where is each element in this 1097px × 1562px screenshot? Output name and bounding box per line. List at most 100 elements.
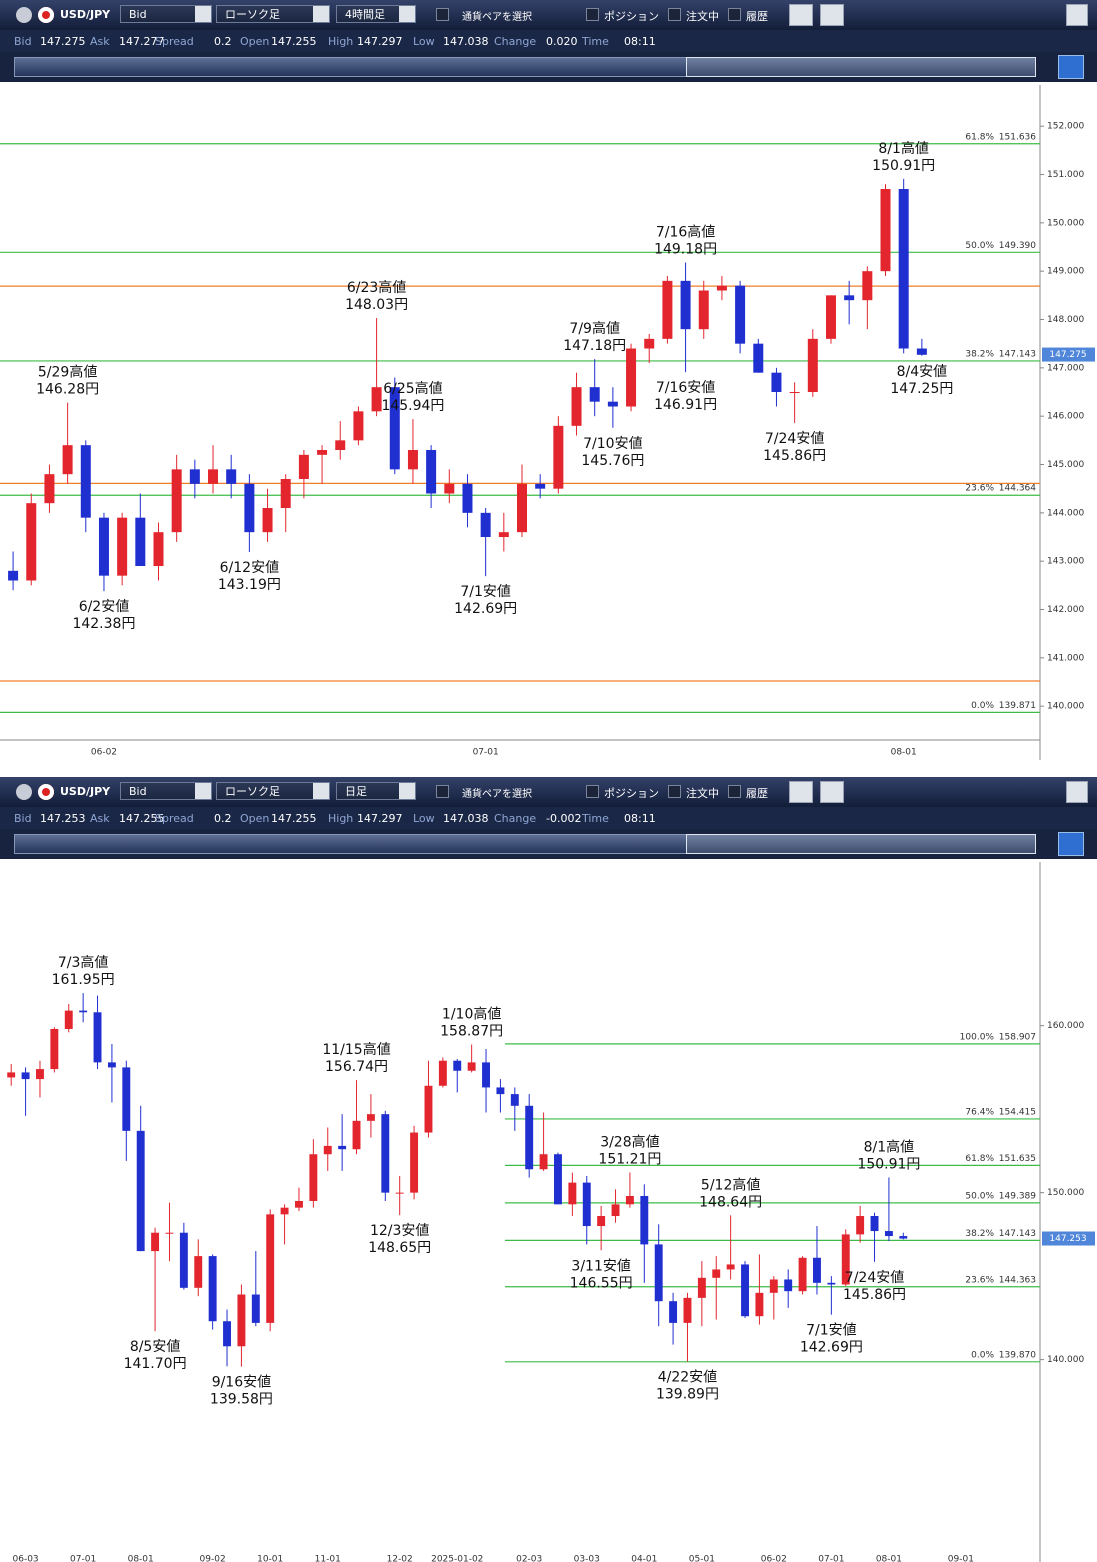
navigator-window[interactable] <box>686 57 1036 77</box>
check-label[interactable]: 注文中 <box>686 787 719 800</box>
y-tick-label: 147.000 <box>1047 363 1084 373</box>
quote-value: 147.255 <box>119 812 165 825</box>
check-label[interactable]: 履歴 <box>746 787 768 800</box>
currency-pair[interactable]: USD/JPY <box>60 8 111 21</box>
checkbox[interactable] <box>668 785 681 798</box>
check-label[interactable]: 注文中 <box>686 10 719 23</box>
candle-body <box>50 1028 59 1070</box>
collapse-button[interactable] <box>1066 781 1088 803</box>
candle-body <box>554 1154 562 1205</box>
price-type-dropdown[interactable]: Bid <box>120 5 212 23</box>
x-tick-label: 08-01 <box>876 1555 902 1562</box>
candle-body <box>407 450 418 470</box>
candle-body <box>122 1067 131 1131</box>
high-label: 6/25高値 <box>383 380 442 397</box>
y-tick-label: 150.000 <box>1047 218 1084 228</box>
x-tick-label: 06-02 <box>91 748 117 758</box>
toolbar-button[interactable] <box>789 4 813 26</box>
fibonacci-value: 151.636 <box>999 132 1036 142</box>
y-tick-label: 141.000 <box>1047 653 1084 663</box>
candle-body <box>607 401 618 407</box>
checkbox[interactable] <box>728 8 741 21</box>
checkbox[interactable] <box>586 785 599 798</box>
toolbar-button[interactable] <box>820 4 844 26</box>
x-tick-label: 2025-01-02 <box>431 1555 483 1562</box>
timeframe-dropdown[interactable]: 4時間足 <box>336 5 416 23</box>
candle-body <box>856 1216 865 1235</box>
navigator <box>0 829 1097 859</box>
candle-body <box>438 1060 447 1086</box>
quote-label: Ask <box>90 35 110 48</box>
toolbar-button[interactable] <box>820 781 844 803</box>
candle-body <box>697 1277 706 1298</box>
candle-body <box>611 1204 620 1217</box>
candle-body <box>136 1130 145 1252</box>
checkbox[interactable] <box>586 8 599 21</box>
check-label[interactable]: ポジション <box>604 10 659 23</box>
high-label: 3/28高値 <box>600 1133 659 1150</box>
fibonacci-percent: 50.0% <box>965 241 994 251</box>
quote-label: Time <box>582 35 609 48</box>
candle-body <box>262 508 273 533</box>
candle-body <box>7 1072 16 1078</box>
candle-body <box>568 1182 577 1205</box>
candle-body <box>153 532 164 567</box>
select-pair-label[interactable]: 通貨ペアを選択 <box>462 12 532 23</box>
collapse-button[interactable] <box>1066 4 1088 26</box>
low-label: 7/1安値 <box>806 1323 857 1339</box>
fibonacci-percent: 61.8% <box>965 132 994 142</box>
navigator-window[interactable] <box>686 834 1036 854</box>
quote-label: Open <box>240 35 270 48</box>
y-tick-label: 146.000 <box>1047 412 1084 422</box>
high-label: 158.87円 <box>440 1024 503 1040</box>
toolbar-button[interactable] <box>789 781 813 803</box>
high-label: 148.03円 <box>345 297 408 313</box>
candle-body <box>237 1294 246 1347</box>
price-type-dropdown[interactable]: Bid <box>120 782 212 800</box>
low-label: 7/24安値 <box>845 1270 904 1286</box>
navigator-button[interactable] <box>1058 832 1084 856</box>
quote-value: -0.002 <box>546 812 582 825</box>
quote-label: Open <box>240 812 270 825</box>
last-price-tag <box>1042 347 1095 362</box>
high-label: 148.64円 <box>699 1194 762 1210</box>
fibonacci-value: 154.415 <box>999 1107 1036 1117</box>
chart-type-dropdown[interactable]: ローソク足 <box>216 782 330 800</box>
quote-row: Bid 147.275 Ask 147.277 Spread 0.2 Open 147.255… <box>0 30 1097 52</box>
candle-body <box>107 1062 116 1068</box>
quote-label: Change <box>494 812 537 825</box>
navigator-button[interactable] <box>1058 55 1084 79</box>
high-label: 11/15高値 <box>322 1041 390 1058</box>
high-label: 5/29高値 <box>38 364 97 381</box>
low-label: 7/24安値 <box>765 431 824 447</box>
chart-type-dropdown[interactable]: ローソク足 <box>216 5 330 23</box>
checkbox[interactable] <box>436 8 449 21</box>
candle-body <box>395 1192 404 1194</box>
candle-body <box>626 348 637 407</box>
low-label: 148.65円 <box>368 1240 431 1256</box>
high-label: 147.18円 <box>563 338 626 354</box>
low-label: 146.55円 <box>570 1275 633 1291</box>
y-tick-label: 140.000 <box>1047 702 1084 712</box>
checkbox[interactable] <box>436 785 449 798</box>
candle-body <box>44 474 55 504</box>
check-label[interactable]: ポジション <box>604 787 659 800</box>
y-tick-label: 149.000 <box>1047 267 1084 277</box>
low-label: 6/12安値 <box>220 560 279 576</box>
select-pair-label[interactable]: 通貨ペアを選択 <box>462 789 532 800</box>
high-label: 149.18円 <box>654 241 717 257</box>
check-label[interactable]: 履歴 <box>746 10 768 23</box>
candle-body <box>426 450 437 494</box>
x-tick-label: 09-01 <box>948 1555 974 1562</box>
candle-body <box>813 1257 821 1283</box>
candle-body <box>755 1292 764 1317</box>
low-label: 142.69円 <box>454 601 517 617</box>
timeframe-dropdown[interactable]: 日足 <box>336 782 416 800</box>
candle-body <box>482 1062 490 1088</box>
currency-pair[interactable]: USD/JPY <box>60 785 111 798</box>
y-tick-label: 144.000 <box>1047 508 1084 518</box>
candle-body <box>244 483 255 533</box>
checkbox[interactable] <box>728 785 741 798</box>
fibonacci-percent: 100.0% <box>960 1032 995 1042</box>
checkbox[interactable] <box>668 8 681 21</box>
